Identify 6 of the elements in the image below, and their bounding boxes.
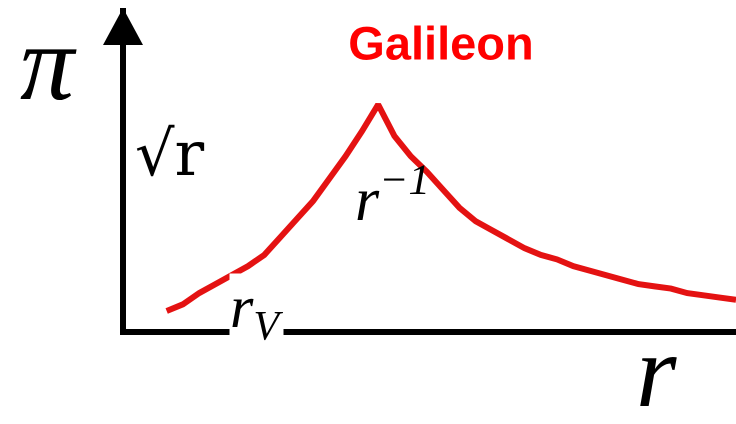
annotation: r$^{−1}$ bbox=[355, 156, 430, 234]
chart-title: Galileon bbox=[348, 16, 534, 70]
y-axis-title: π bbox=[20, 4, 77, 123]
annotation: √r bbox=[135, 117, 205, 190]
annotation: r$_{V}$ bbox=[230, 274, 284, 350]
x-axis-title: r bbox=[636, 314, 677, 424]
